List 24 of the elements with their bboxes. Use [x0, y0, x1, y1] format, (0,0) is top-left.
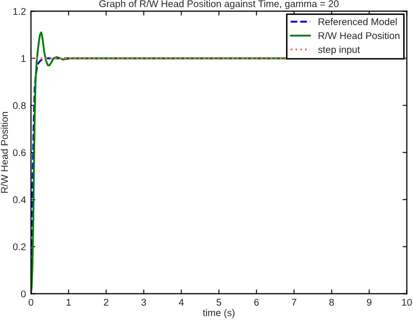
legend-label: step input [318, 46, 360, 55]
x-tick-label: 7 [292, 298, 296, 306]
y-axis-title: R/W Head Position [0, 112, 8, 193]
y-tick-label: 0.4 [12, 196, 26, 204]
x-tick-label: 0 [28, 298, 34, 306]
x-tick-label: 9 [366, 298, 372, 306]
x-axis-title: time (s) [202, 309, 234, 318]
x-tick-label: 4 [178, 298, 184, 306]
y-tick-label: 1.2 [13, 8, 26, 15]
y-tick-label: 0.8 [12, 102, 26, 110]
x-tick-label: 2 [104, 298, 108, 306]
y-tick-label: 0.6 [12, 149, 26, 156]
x-tick-label: 6 [254, 298, 259, 306]
x-tick-label: 5 [216, 298, 222, 306]
x-tick-label: 1 [66, 298, 71, 306]
y-tick-label: 1 [21, 55, 26, 62]
y-tick-label: 0 [21, 290, 26, 298]
chart-title: Graph of R/W Head Position against Time, gamma = 20 [99, 0, 339, 10]
x-tick-label: 3 [141, 298, 146, 306]
legend-label: R/W Head Position [318, 32, 400, 40]
y-tick-label: 0.2 [12, 243, 26, 250]
x-tick-label: 10 [402, 298, 412, 306]
x-tick-label: 8 [329, 298, 334, 306]
legend-label: Referenced Model [318, 18, 397, 26]
